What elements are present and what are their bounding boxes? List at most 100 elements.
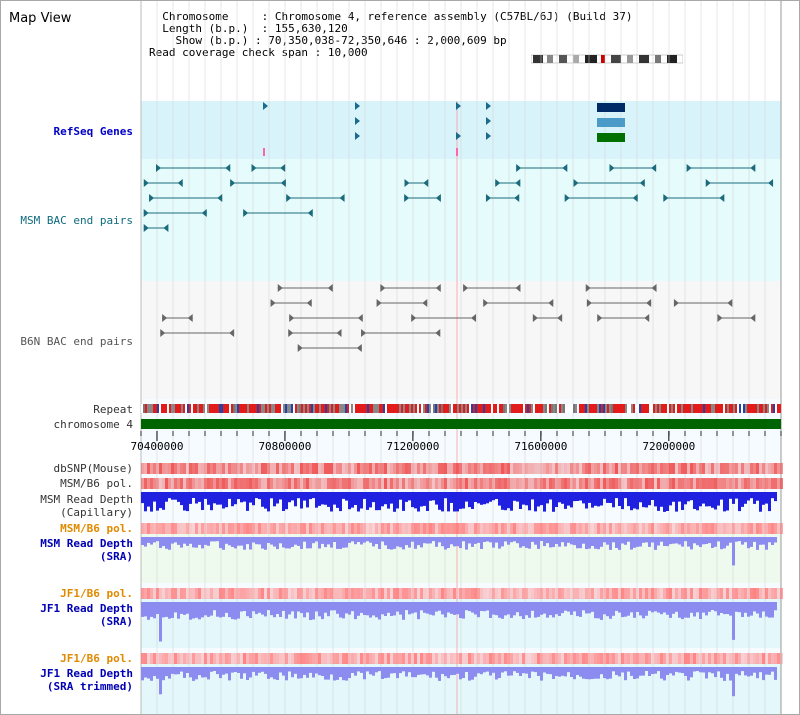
jf1-b6-pol-strip [780,588,783,599]
b6n-bac-pair-end [463,284,469,292]
msm-b6-pol2-strip [537,523,540,534]
jf1-depth-sra-bar [402,602,405,620]
dbsnp-strip [165,463,168,474]
jf1-b6-pol2-strip [672,653,675,664]
jf1-b6-pol2-strip [498,653,501,664]
msm-depth-cap-bar [231,492,234,507]
jf1-depth-sra-bar [747,602,750,617]
msm-b6-pol2-strip [309,523,312,534]
msm-depth-cap-bar [648,492,651,506]
jf1-b6-pol2-strip [384,653,387,664]
msm-b6-pol-strip [177,478,180,489]
jf1-b6-pol2-strip [360,653,363,664]
dbsnp-strip [432,463,435,474]
msm-b6-pol-strip [438,478,441,489]
dbsnp-strip [591,463,594,474]
jf1-depth-trim-bar [459,667,462,680]
msm-depth-cap-bar [318,492,321,506]
jf1-b6-pol-strip [633,588,636,599]
jf1-b6-pol2-strip [534,653,537,664]
jf1-depth-sra-bar [714,602,717,612]
jf1-depth-sra-bar [255,602,258,615]
jf1-b6-pol2-strip [591,653,594,664]
jf1-b6-pol2-strip [324,653,327,664]
msm-b6-pol2-strip [486,523,489,534]
jf1-depth-trim-bar [636,667,639,679]
repeat-segment [763,404,765,413]
b6n-bac-pair-end [297,344,303,352]
axis-tick-label: 70400000 [130,440,183,453]
repeat-segment [371,404,373,413]
repeat-segment [733,404,735,413]
repeat-segment [417,404,419,413]
repeat-segment [383,404,385,413]
jf1-b6-pol2-strip [333,653,336,664]
msm-b6-pol-strip [639,478,642,489]
msm-depth-sra-bar [594,537,597,549]
jf1-depth-sra-bar [522,602,525,619]
msm-b6-pol2-strip [645,523,648,534]
jf1-depth-sra-bar [540,602,543,615]
repeat-segment [701,404,703,413]
msm-b6-pol2-strip [516,523,519,534]
msm-b6-pol-strip [558,478,561,489]
repeat-segment [347,404,349,413]
repeat-segment [561,404,563,413]
repeat-segment [687,404,689,413]
msm-b6-pol-strip [684,478,687,489]
msm-depth-sra-bar [396,537,399,547]
jf1-depth-sra-bar [417,602,420,620]
repeat-segment [553,404,555,413]
jf1-b6-pol-strip [642,588,645,599]
msm-depth-cap-bar [516,492,519,502]
msm-b6-pol-strip [597,478,600,489]
repeat-segment [261,404,263,413]
jf1-b6-pol2-strip [675,653,678,664]
msm-depth-cap-bar [270,492,273,499]
msm-b6-pol-strip [573,478,576,489]
msm-b6-pol2-strip [171,523,174,534]
dbsnp-strip [762,463,765,474]
repeat-segment [151,404,153,413]
msm-depth-cap-bar [240,492,243,503]
jf1-depth-trim-bar [216,667,219,675]
msm-b6-pol-strip [285,478,288,489]
msm-depth-cap-bar [234,492,237,505]
jf1-depth-sra-bar [627,602,630,616]
msm-depth-sra-bar [411,537,414,542]
msm-depth-cap-bar [603,492,606,499]
repeat-segment [253,404,255,413]
msm-b6-pol-strip [258,478,261,489]
msm-depth-cap-bar [549,492,552,500]
repeat-segment [753,404,755,413]
jf1-b6-pol2-strip [756,653,759,664]
msm-b6-pol-strip [651,478,654,489]
repeat-segment [483,404,485,413]
repeat-segment [423,404,425,413]
msm-depth-sra-bar [573,537,576,546]
jf1-depth-trim-bar [543,667,546,673]
jf1-depth-sra-bar [636,602,639,612]
dbsnp-strip [342,463,345,474]
msm-depth-sra-bar [204,537,207,545]
repeat-segment [557,404,559,413]
msm-b6-pol-strip [345,478,348,489]
dbsnp-strip [216,463,219,474]
repeat-segment [375,404,377,413]
jf1-depth-trim-bar [150,667,153,681]
dbsnp-strip [768,463,771,474]
jf1-b6-pol2-strip [288,653,291,664]
msm-b6-pol-strip [726,478,729,489]
msm-b6-pol2-strip [165,523,168,534]
jf1-depth-trim-bar [552,667,555,679]
msm-b6-pol2-strip [324,523,327,534]
msm-b6-pol-strip [222,478,225,489]
msm-bac-pair-end [225,164,231,172]
axis-tick-label: 71600000 [514,440,567,453]
chromosome-ideogram[interactable] [531,53,683,65]
msm-b6-pol-strip [621,478,624,489]
msm-depth-cap-bar [759,492,762,512]
jf1-depth-sra-bar [210,602,213,616]
jf1-depth-trim-bar [273,667,276,680]
